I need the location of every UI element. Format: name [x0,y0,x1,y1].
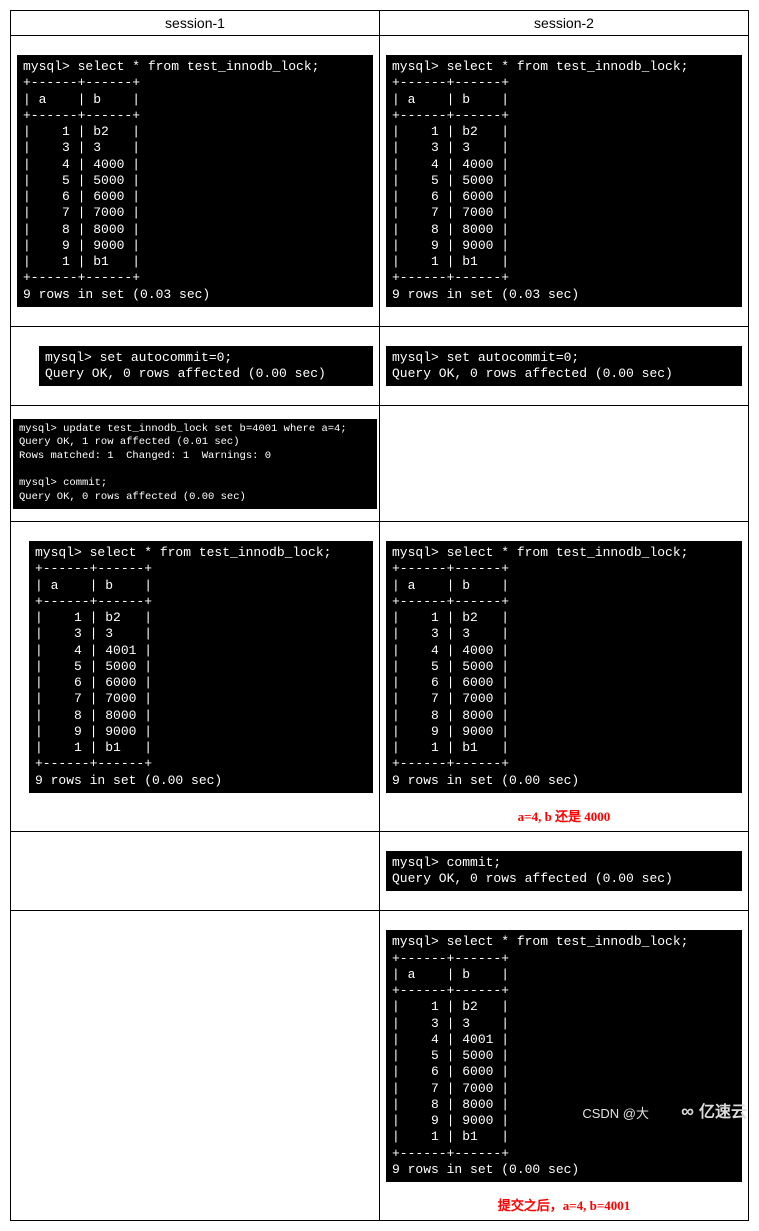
note-text: a=4, b 还是 4000 [386,806,742,825]
terminal-block: mysql> select * from test_innodb_lock; +… [386,930,742,1182]
note-text: 提交之后，a=4, b=4001 [386,1195,742,1214]
terminal-block: mysql> select * from test_innodb_lock; +… [17,55,373,307]
row-final-select: mysql> select * from test_innodb_lock; +… [11,911,749,1221]
terminal-block: mysql> set autocommit=0; Query OK, 0 row… [386,346,742,387]
row-autocommit: mysql> set autocommit=0; Query OK, 0 row… [11,326,749,406]
terminal-block: mysql> select * from test_innodb_lock; +… [29,541,373,793]
terminal-block: mysql> select * from test_innodb_lock; +… [386,541,742,793]
terminal-block: mysql> update test_innodb_lock set b=400… [13,419,377,509]
row-session2-commit: mysql> commit; Query OK, 0 rows affected… [11,831,749,911]
terminal-block: mysql> set autocommit=0; Query OK, 0 row… [39,346,373,387]
terminal-block: mysql> select * from test_innodb_lock; +… [386,55,742,307]
terminal-block: mysql> commit; Query OK, 0 rows affected… [386,851,742,892]
header-session-2: session-2 [380,11,749,36]
comparison-table: session-1 session-2 mysql> select * from… [10,10,749,1221]
row-update-commit: mysql> update test_innodb_lock set b=400… [11,406,749,522]
row-select-after-update: mysql> select * from test_innodb_lock; +… [11,522,749,832]
header-session-1: session-1 [11,11,380,36]
header-row: session-1 session-2 [11,11,749,36]
row-initial-select: mysql> select * from test_innodb_lock; +… [11,36,749,327]
